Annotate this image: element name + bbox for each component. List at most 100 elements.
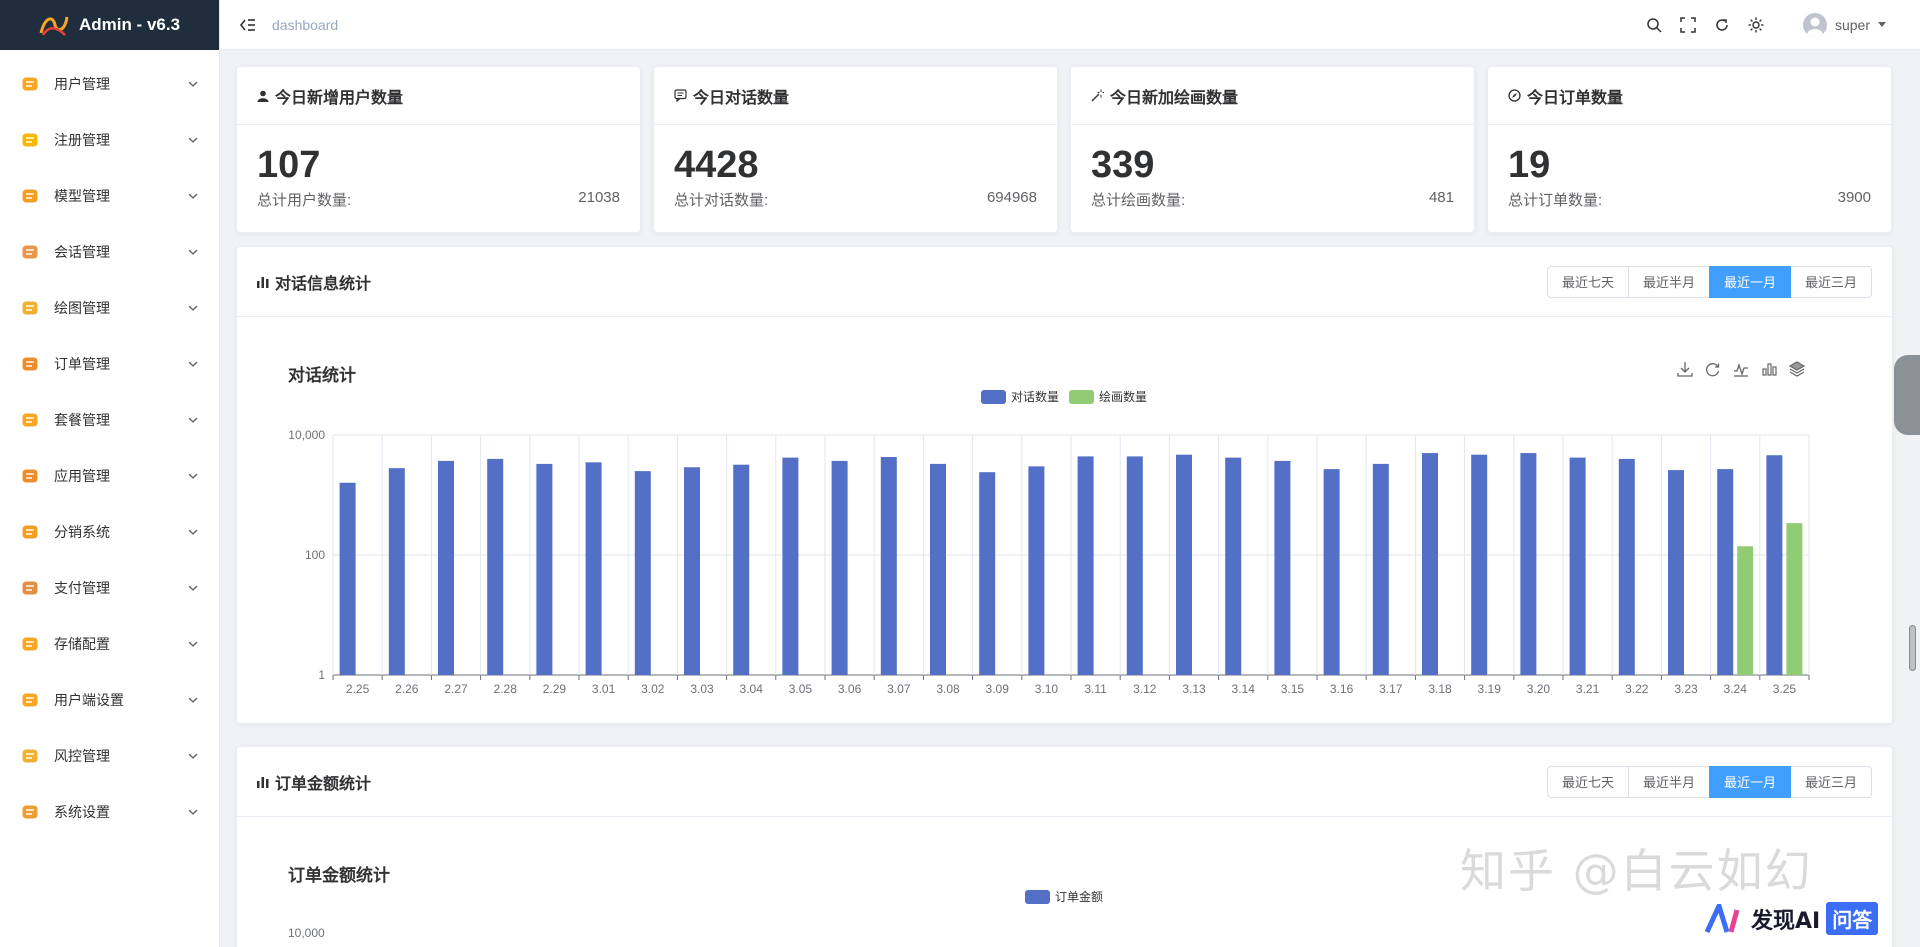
chat-count-bar[interactable] (1028, 466, 1045, 675)
chat-count-bar[interactable] (1717, 469, 1734, 675)
chat-count-bar[interactable] (388, 468, 405, 675)
chat-count-bar[interactable] (1668, 470, 1684, 675)
chat-count-bar[interactable] (979, 472, 996, 675)
chat-count-bar[interactable] (930, 463, 946, 675)
chat-count-bar[interactable] (684, 467, 700, 675)
sidebar-item[interactable]: 绘图管理 (0, 280, 219, 336)
stat-card-total-label: 总计绘画数量: (1091, 192, 1186, 209)
download-icon[interactable] (1677, 361, 1693, 377)
chat-count-bar[interactable] (782, 457, 799, 675)
chat-count-bar[interactable] (1274, 460, 1291, 675)
sidebar-item[interactable]: 存储配置 (0, 616, 219, 672)
fullscreen-icon[interactable] (1679, 16, 1697, 34)
x-tick-label: 3.03 (690, 682, 714, 696)
drawing-count-bar[interactable] (1737, 546, 1754, 675)
stat-card-total-label: 总计用户数量: (257, 192, 352, 209)
drawing-count-bar[interactable] (1786, 523, 1803, 675)
chevron-down-icon (187, 134, 199, 146)
sidebar-item[interactable]: 系统设置 (0, 784, 219, 840)
sidebar-item[interactable]: 支付管理 (0, 560, 219, 616)
sidebar-item[interactable]: 用户管理 (0, 56, 219, 112)
chat-count-bar[interactable] (1077, 456, 1094, 675)
stat-card-total-label: 总计对话数量: (674, 192, 769, 209)
sidebar-item[interactable]: 模型管理 (0, 168, 219, 224)
x-tick-label: 3.04 (740, 682, 764, 696)
x-tick-label: 3.16 (1330, 682, 1354, 696)
legend-item[interactable]: 绘画数量 (1069, 388, 1147, 405)
chat-count-bar[interactable] (487, 458, 504, 675)
sidebar-item[interactable]: 分销系统 (0, 504, 219, 560)
range-button[interactable]: 最近半月 (1627, 265, 1710, 298)
chat-count-bar[interactable] (585, 462, 602, 675)
brand-bar[interactable]: Admin - v6.3 (0, 0, 219, 50)
share-icon (20, 522, 40, 542)
chat-count-bar[interactable] (831, 460, 848, 675)
sidebar-item[interactable]: 注册管理 (0, 112, 219, 168)
sidebar-item[interactable]: 风控管理 (0, 728, 219, 784)
chat-count-bar[interactable] (536, 463, 553, 675)
stat-card: 今日新增用户数量 107 总计用户数量: 21038 (236, 66, 641, 233)
cube-icon (20, 186, 40, 206)
chat-count-bar[interactable] (1176, 454, 1192, 675)
scrollbar-thumb[interactable] (1909, 625, 1916, 671)
range-button[interactable]: 最近一月 (1708, 765, 1791, 798)
search-icon[interactable] (1645, 16, 1663, 34)
order-chart-legend: 订单金额 (1025, 888, 1103, 905)
theme-sun-icon[interactable] (1747, 16, 1765, 34)
range-button[interactable]: 最近三月 (1789, 265, 1872, 298)
bar-chart-switch-icon[interactable] (1761, 361, 1777, 377)
sidebar-item[interactable]: 套餐管理 (0, 392, 219, 448)
line-chart-icon[interactable] (1733, 361, 1749, 377)
sidebar-item-label: 会话管理 (54, 244, 110, 260)
user-menu[interactable]: super (1802, 12, 1886, 37)
range-button[interactable]: 最近半月 (1627, 765, 1710, 798)
collapse-sidebar-icon[interactable] (238, 15, 258, 35)
floating-side-tab[interactable] (1894, 355, 1920, 435)
stat-card-footer: 总计订单数量: 3900 (1488, 189, 1891, 210)
sidebar-item[interactable]: 用户端设置 (0, 672, 219, 728)
chat-count-bar[interactable] (1618, 458, 1635, 675)
order-stats-panel: 订单金额统计 最近七天 最近半月 最近一月 最近三月 订单金额统计 订单金额 10,0… (236, 746, 1893, 947)
refresh-icon[interactable] (1713, 16, 1731, 34)
y-tick-label: 10,000 (288, 428, 325, 442)
restore-icon[interactable] (1705, 361, 1721, 377)
sidebar-item[interactable]: 应用管理 (0, 448, 219, 504)
order-panel-title: 订单金额统计 (257, 770, 371, 794)
magic-wand-icon (1091, 89, 1104, 102)
breadcrumb[interactable]: dashboard (272, 16, 339, 33)
chat-count-bar[interactable] (1520, 453, 1537, 675)
caret-down-icon (1878, 21, 1886, 27)
chat-count-bar[interactable] (1569, 457, 1586, 675)
sidebar-item-label: 套餐管理 (54, 412, 110, 428)
chat-count-bar[interactable] (1422, 453, 1438, 675)
chat-count-bar[interactable] (1225, 457, 1242, 675)
range-button[interactable]: 最近一月 (1708, 265, 1791, 298)
stack-icon[interactable] (1789, 361, 1805, 377)
chat-count-bar[interactable] (1766, 455, 1783, 675)
stat-card-header: 今日对话数量 (654, 67, 1057, 125)
stat-card-header: 今日新加绘画数量 (1071, 67, 1474, 125)
legend-item[interactable]: 对话数量 (981, 388, 1059, 405)
chat-count-bar[interactable] (438, 460, 454, 675)
chat-count-bar[interactable] (1126, 456, 1143, 675)
stat-card-header: 今日订单数量 (1488, 67, 1891, 125)
chat-count-bar[interactable] (634, 471, 651, 675)
legend-item[interactable]: 订单金额 (1025, 888, 1103, 905)
order-icon (20, 354, 40, 374)
sidebar-item[interactable]: 会话管理 (0, 224, 219, 280)
chat-panel-title: 对话信息统计 (257, 270, 371, 294)
chat-count-bar[interactable] (1323, 469, 1340, 675)
x-tick-label: 3.17 (1379, 682, 1403, 696)
chat-count-bar[interactable] (339, 482, 356, 675)
x-tick-label: 3.08 (936, 682, 960, 696)
range-button[interactable]: 最近三月 (1789, 765, 1872, 798)
sidebar-item[interactable]: 订单管理 (0, 336, 219, 392)
chat-count-bar[interactable] (1372, 463, 1389, 675)
chevron-down-icon (187, 582, 199, 594)
chat-count-bar[interactable] (1471, 454, 1488, 675)
x-tick-label: 2.28 (494, 682, 518, 696)
range-button[interactable]: 最近七天 (1546, 265, 1629, 298)
range-button[interactable]: 最近七天 (1546, 765, 1629, 798)
chat-count-bar[interactable] (733, 464, 750, 675)
chat-count-bar[interactable] (880, 456, 897, 675)
